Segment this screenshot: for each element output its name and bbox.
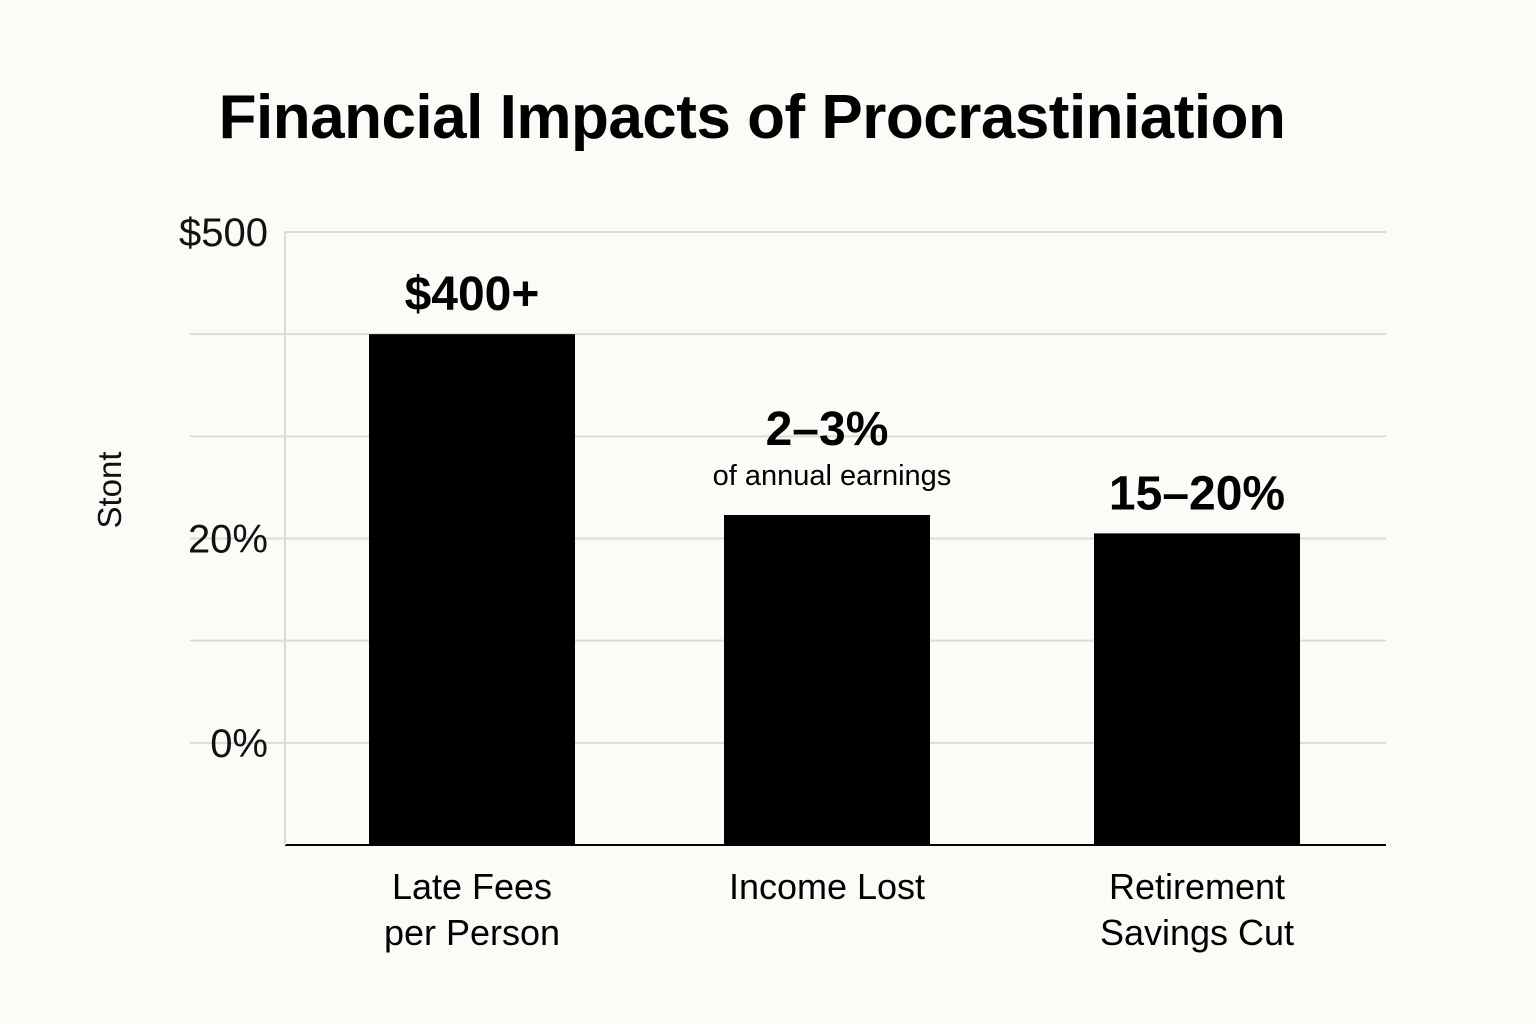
- category-labels: Late Fees per Person Income Lost Retirement…: [384, 866, 1294, 953]
- category-label-2-line-0: Retirement: [1109, 866, 1285, 907]
- category-label-0-line-0: Late Fees: [392, 866, 552, 907]
- category-label-1-line-0: Income Lost: [729, 866, 925, 907]
- y-tick-label-2: 0%: [210, 722, 268, 766]
- y-tick-labels: $500 20% 0%: [179, 211, 268, 766]
- y-tick-label-1: 20%: [188, 518, 268, 562]
- bar-1: [724, 515, 930, 845]
- value-sublabel-1: of annual earnings: [713, 460, 952, 492]
- bars: [369, 334, 1300, 845]
- y-axis-label: Stont: [91, 451, 128, 528]
- category-label-0-line-1: per Person: [384, 912, 560, 953]
- y-tick-label-0: $500: [179, 211, 268, 255]
- value-label-0: $400+: [405, 268, 540, 321]
- bar-0: [369, 334, 575, 845]
- value-labels: $400+ 2–3% of annual earnings 15–20%: [405, 268, 1285, 520]
- value-label-2: 15–20%: [1109, 467, 1285, 520]
- bar-2: [1094, 533, 1300, 845]
- category-label-2-line-1: Savings Cut: [1100, 912, 1294, 953]
- value-label-1: 2–3%: [766, 403, 889, 456]
- chart-title: Financial Impacts of Procrastiniation: [218, 83, 1286, 152]
